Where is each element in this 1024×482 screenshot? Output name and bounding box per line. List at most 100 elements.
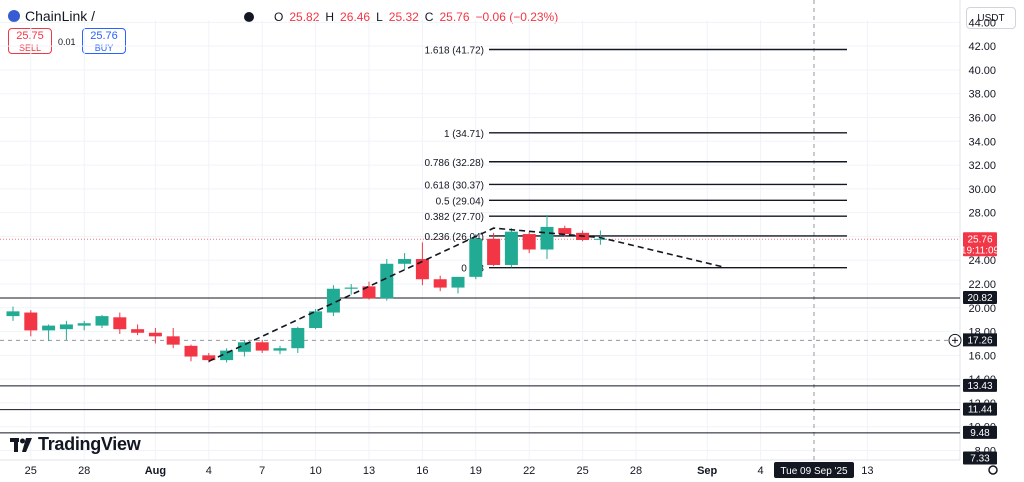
candle-body-down — [148, 332, 162, 337]
open-value: 25.82 — [289, 10, 320, 24]
candle-body-down — [131, 329, 145, 333]
current-price-label-countdown: 19:11:09 — [961, 245, 1000, 256]
bottom-price-label: 7.33 — [970, 453, 990, 464]
candle-body-up — [291, 328, 305, 349]
candle-body-down — [255, 342, 269, 351]
candle-body-up — [309, 311, 323, 328]
symbol-title[interactable]: ChainLink / — [8, 8, 95, 24]
candle-body-down — [24, 312, 38, 331]
level-price-label: 20.82 — [967, 293, 992, 304]
open-label: O — [274, 10, 284, 24]
level-price-label: 9.48 — [970, 428, 990, 439]
fib-level-label: 0.618 (30.37) — [425, 180, 485, 191]
buy-button[interactable]: 25.76 BUY — [82, 28, 126, 54]
candle-body-up — [326, 288, 340, 313]
spread-value: 0.01 — [58, 37, 76, 47]
x-tick-label: 28 — [630, 465, 642, 477]
candle-body-up — [451, 276, 465, 288]
y-tick-label: 44.00 — [968, 17, 996, 29]
tradingview-logo: TradingView — [10, 434, 141, 455]
fib-level-label: 1 (34.71) — [444, 129, 484, 140]
candle-body-up — [95, 316, 109, 326]
y-tick-label: 28.00 — [968, 208, 996, 220]
candle-body-up — [237, 342, 251, 352]
x-tick-label: 7 — [259, 465, 265, 477]
y-tick-label: 24.00 — [968, 255, 996, 267]
level-price-label: 13.43 — [967, 381, 992, 392]
y-tick-label: 36.00 — [968, 113, 996, 125]
chart-header: ChainLink / O 25.82 H 26.46 L 25.32 C 25.76 … — [0, 0, 1024, 56]
level-price-label-bg — [963, 291, 997, 305]
x-tick-label: 4 — [206, 465, 212, 477]
close-label: C — [424, 10, 434, 24]
candle-body-down — [113, 317, 127, 330]
low-value: 25.32 — [388, 10, 419, 24]
bottom-price-label-bg — [963, 451, 997, 465]
current-price-label-bg — [963, 232, 997, 257]
candle-body-down — [522, 234, 536, 250]
x-tick-label: Sep — [697, 465, 717, 477]
x-tick-label: 16 — [416, 465, 428, 477]
y-tick-label: 40.00 — [968, 65, 996, 77]
watermark-text: TradingView — [38, 434, 141, 454]
candle-body-up — [6, 311, 20, 317]
buy-label: BUY — [94, 43, 114, 53]
crosshair-date-label: Tue 09 Sep '25 — [780, 466, 848, 477]
candle-body-up — [273, 348, 287, 351]
high-label: H — [325, 10, 335, 24]
candle-body-up — [77, 323, 91, 326]
candle-body-down — [184, 345, 198, 357]
x-tick-label: 25 — [576, 465, 588, 477]
y-tick-label: 42.00 — [968, 41, 996, 53]
x-tick-label: 25 — [25, 465, 37, 477]
x-tick-label: 22 — [523, 465, 535, 477]
current-price-label: 25.76 — [967, 234, 992, 245]
candle-body-up — [398, 259, 412, 264]
fib-level-label: 1.618 (41.72) — [425, 45, 485, 56]
crosshair-date-label-bg — [774, 462, 854, 478]
high-value: 26.46 — [340, 10, 371, 24]
x-tick-label: 4 — [758, 465, 764, 477]
level-price-label: 11.44 — [968, 405, 993, 416]
fib-level-label: 0.786 (32.28) — [425, 158, 485, 169]
tradingview-logo-icon — [10, 437, 32, 452]
ohlc-legend: O 25.82 H 26.46 L 25.32 C 25.76 −0.06 (−0.23… — [244, 10, 558, 24]
candle-body-down — [433, 279, 447, 288]
sell-label: SELL — [18, 43, 42, 53]
candle-body-up — [380, 263, 394, 299]
candle-body-up — [59, 324, 73, 330]
x-tick-label: 10 — [309, 465, 321, 477]
candle-body-up — [593, 238, 607, 240]
settings-gear-icon[interactable] — [988, 465, 998, 475]
level-price-label-bg — [963, 402, 997, 416]
candle-body-up — [540, 226, 554, 250]
candle-body-up — [42, 325, 56, 331]
projection-trend-line — [208, 227, 726, 363]
candle-body-up — [220, 350, 234, 361]
y-tick-label: 16.00 — [968, 350, 996, 362]
candle-body-up — [469, 238, 483, 277]
sell-button[interactable]: 25.75 SELL — [8, 28, 52, 54]
y-tick-label: 20.00 — [968, 303, 996, 315]
y-tick-label: 34.00 — [968, 136, 996, 148]
chainlink-logo-icon — [8, 10, 20, 22]
visibility-icon[interactable] — [244, 12, 254, 22]
x-tick-label: 19 — [470, 465, 482, 477]
x-tick-label: 13 — [363, 465, 375, 477]
x-tick-label: Aug — [145, 465, 166, 477]
fib-level-label: 0.382 (27.70) — [425, 212, 485, 223]
buy-price: 25.76 — [90, 30, 118, 42]
candle-body-down — [415, 259, 429, 280]
crosshair-price-label-bg — [963, 333, 997, 347]
candle-body-down — [362, 286, 376, 299]
y-tick-label: 30.00 — [968, 184, 996, 196]
currency-selector[interactable]: USDT — [966, 7, 1016, 29]
candle-body-down — [558, 228, 572, 235]
level-price-label-bg — [963, 425, 997, 439]
y-tick-label: 22.00 — [968, 279, 996, 291]
candle-body-up — [344, 287, 358, 289]
candle-body-down — [487, 238, 501, 265]
symbol-name: ChainLink / — [25, 8, 96, 24]
sell-price: 25.75 — [16, 30, 44, 42]
